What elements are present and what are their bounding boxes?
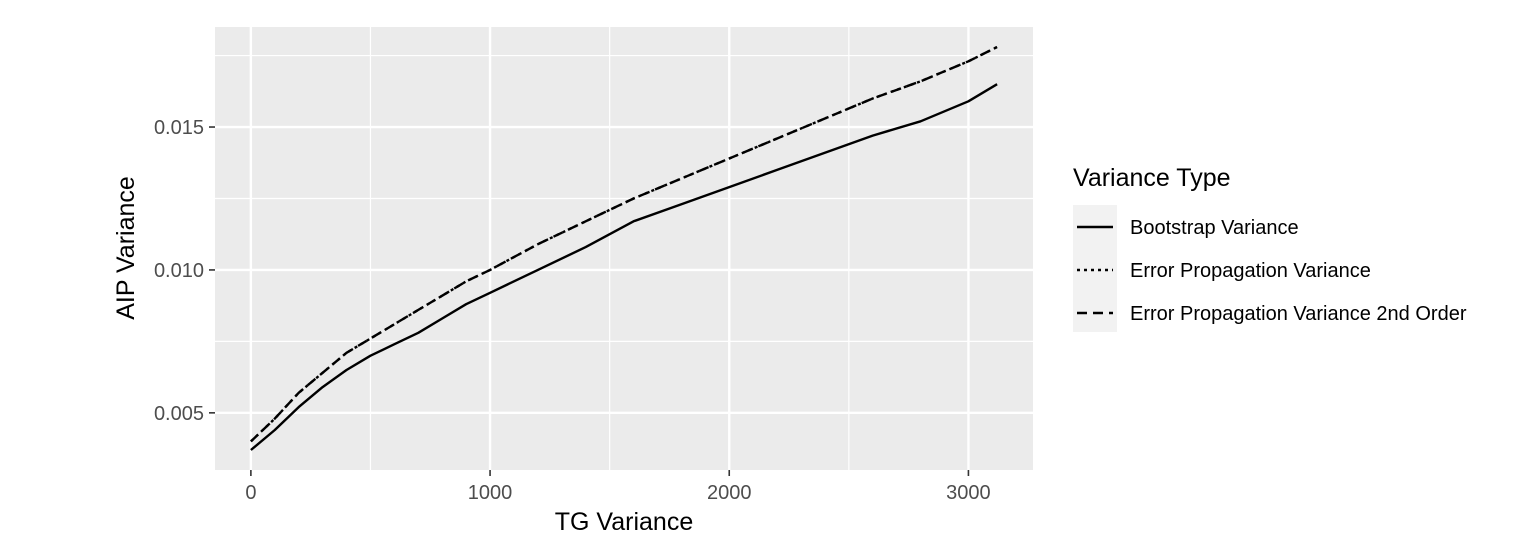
- minor-gridlines: [215, 27, 1033, 470]
- x-tick-label: 0: [245, 482, 256, 504]
- x-tick-label: 1000: [468, 482, 513, 504]
- y-axis-title: AIP Variance: [112, 176, 140, 320]
- series-layer: [250, 45, 998, 451]
- plot-panel: [215, 27, 1033, 470]
- series-line-1: [250, 83, 998, 451]
- y-tick-label: 0.010: [154, 260, 204, 282]
- x-tick-labels: 0 1000 2000 3000: [245, 482, 990, 504]
- legend-label-3: Error Propagation Variance 2nd Order: [1130, 303, 1467, 325]
- y-tick-labels: 0.005 0.010 0.015: [154, 117, 204, 425]
- legend: Variance Type Bootstrap Variance Error Pr…: [1073, 164, 1467, 332]
- legend-items: Bootstrap Variance Error Propagation Vari…: [1077, 217, 1467, 325]
- legend-title: Variance Type: [1073, 164, 1231, 192]
- series-line-3: [250, 45, 998, 443]
- y-tick-label: 0.015: [154, 117, 204, 139]
- x-axis-title: TG Variance: [555, 508, 693, 536]
- legend-label-2: Error Propagation Variance: [1130, 260, 1371, 282]
- axis-ticks: [209, 126, 970, 476]
- legend-label-1: Bootstrap Variance: [1130, 217, 1299, 239]
- x-tick-label: 2000: [707, 482, 752, 504]
- y-tick-label: 0.005: [154, 403, 204, 425]
- major-gridlines: [215, 27, 1033, 470]
- x-tick-label: 3000: [946, 482, 991, 504]
